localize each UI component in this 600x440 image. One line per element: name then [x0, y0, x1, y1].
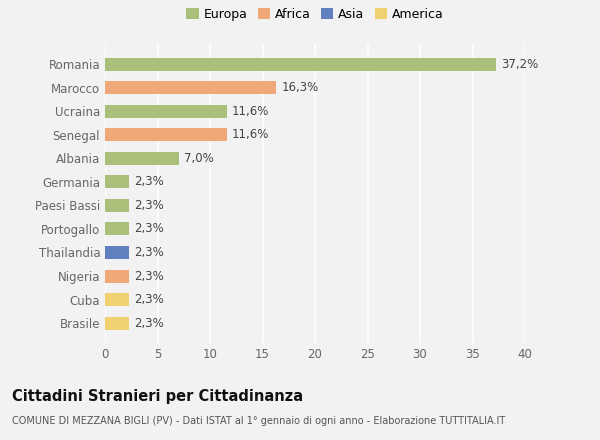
- Text: 7,0%: 7,0%: [184, 152, 214, 165]
- Text: 2,3%: 2,3%: [134, 317, 164, 330]
- Text: Cittadini Stranieri per Cittadinanza: Cittadini Stranieri per Cittadinanza: [12, 389, 303, 404]
- Legend: Europa, Africa, Asia, America: Europa, Africa, Asia, America: [184, 5, 446, 23]
- Bar: [105, 105, 227, 117]
- Text: 11,6%: 11,6%: [232, 105, 269, 117]
- Text: 2,3%: 2,3%: [134, 293, 164, 306]
- Text: 37,2%: 37,2%: [501, 58, 538, 70]
- Bar: [105, 199, 129, 212]
- Text: 2,3%: 2,3%: [134, 246, 164, 259]
- Bar: [105, 81, 276, 94]
- Text: 2,3%: 2,3%: [134, 223, 164, 235]
- Text: 16,3%: 16,3%: [281, 81, 319, 94]
- Text: 11,6%: 11,6%: [232, 128, 269, 141]
- Text: 2,3%: 2,3%: [134, 199, 164, 212]
- Bar: [105, 270, 129, 282]
- Bar: [105, 317, 129, 330]
- Bar: [105, 293, 129, 306]
- Text: 2,3%: 2,3%: [134, 175, 164, 188]
- Bar: [105, 223, 129, 235]
- Bar: [105, 128, 227, 141]
- Bar: [105, 176, 129, 188]
- Bar: [105, 58, 496, 70]
- Bar: [105, 246, 129, 259]
- Text: COMUNE DI MEZZANA BIGLI (PV) - Dati ISTAT al 1° gennaio di ogni anno - Elaborazi: COMUNE DI MEZZANA BIGLI (PV) - Dati ISTA…: [12, 416, 505, 426]
- Text: 2,3%: 2,3%: [134, 270, 164, 282]
- Bar: [105, 152, 179, 165]
